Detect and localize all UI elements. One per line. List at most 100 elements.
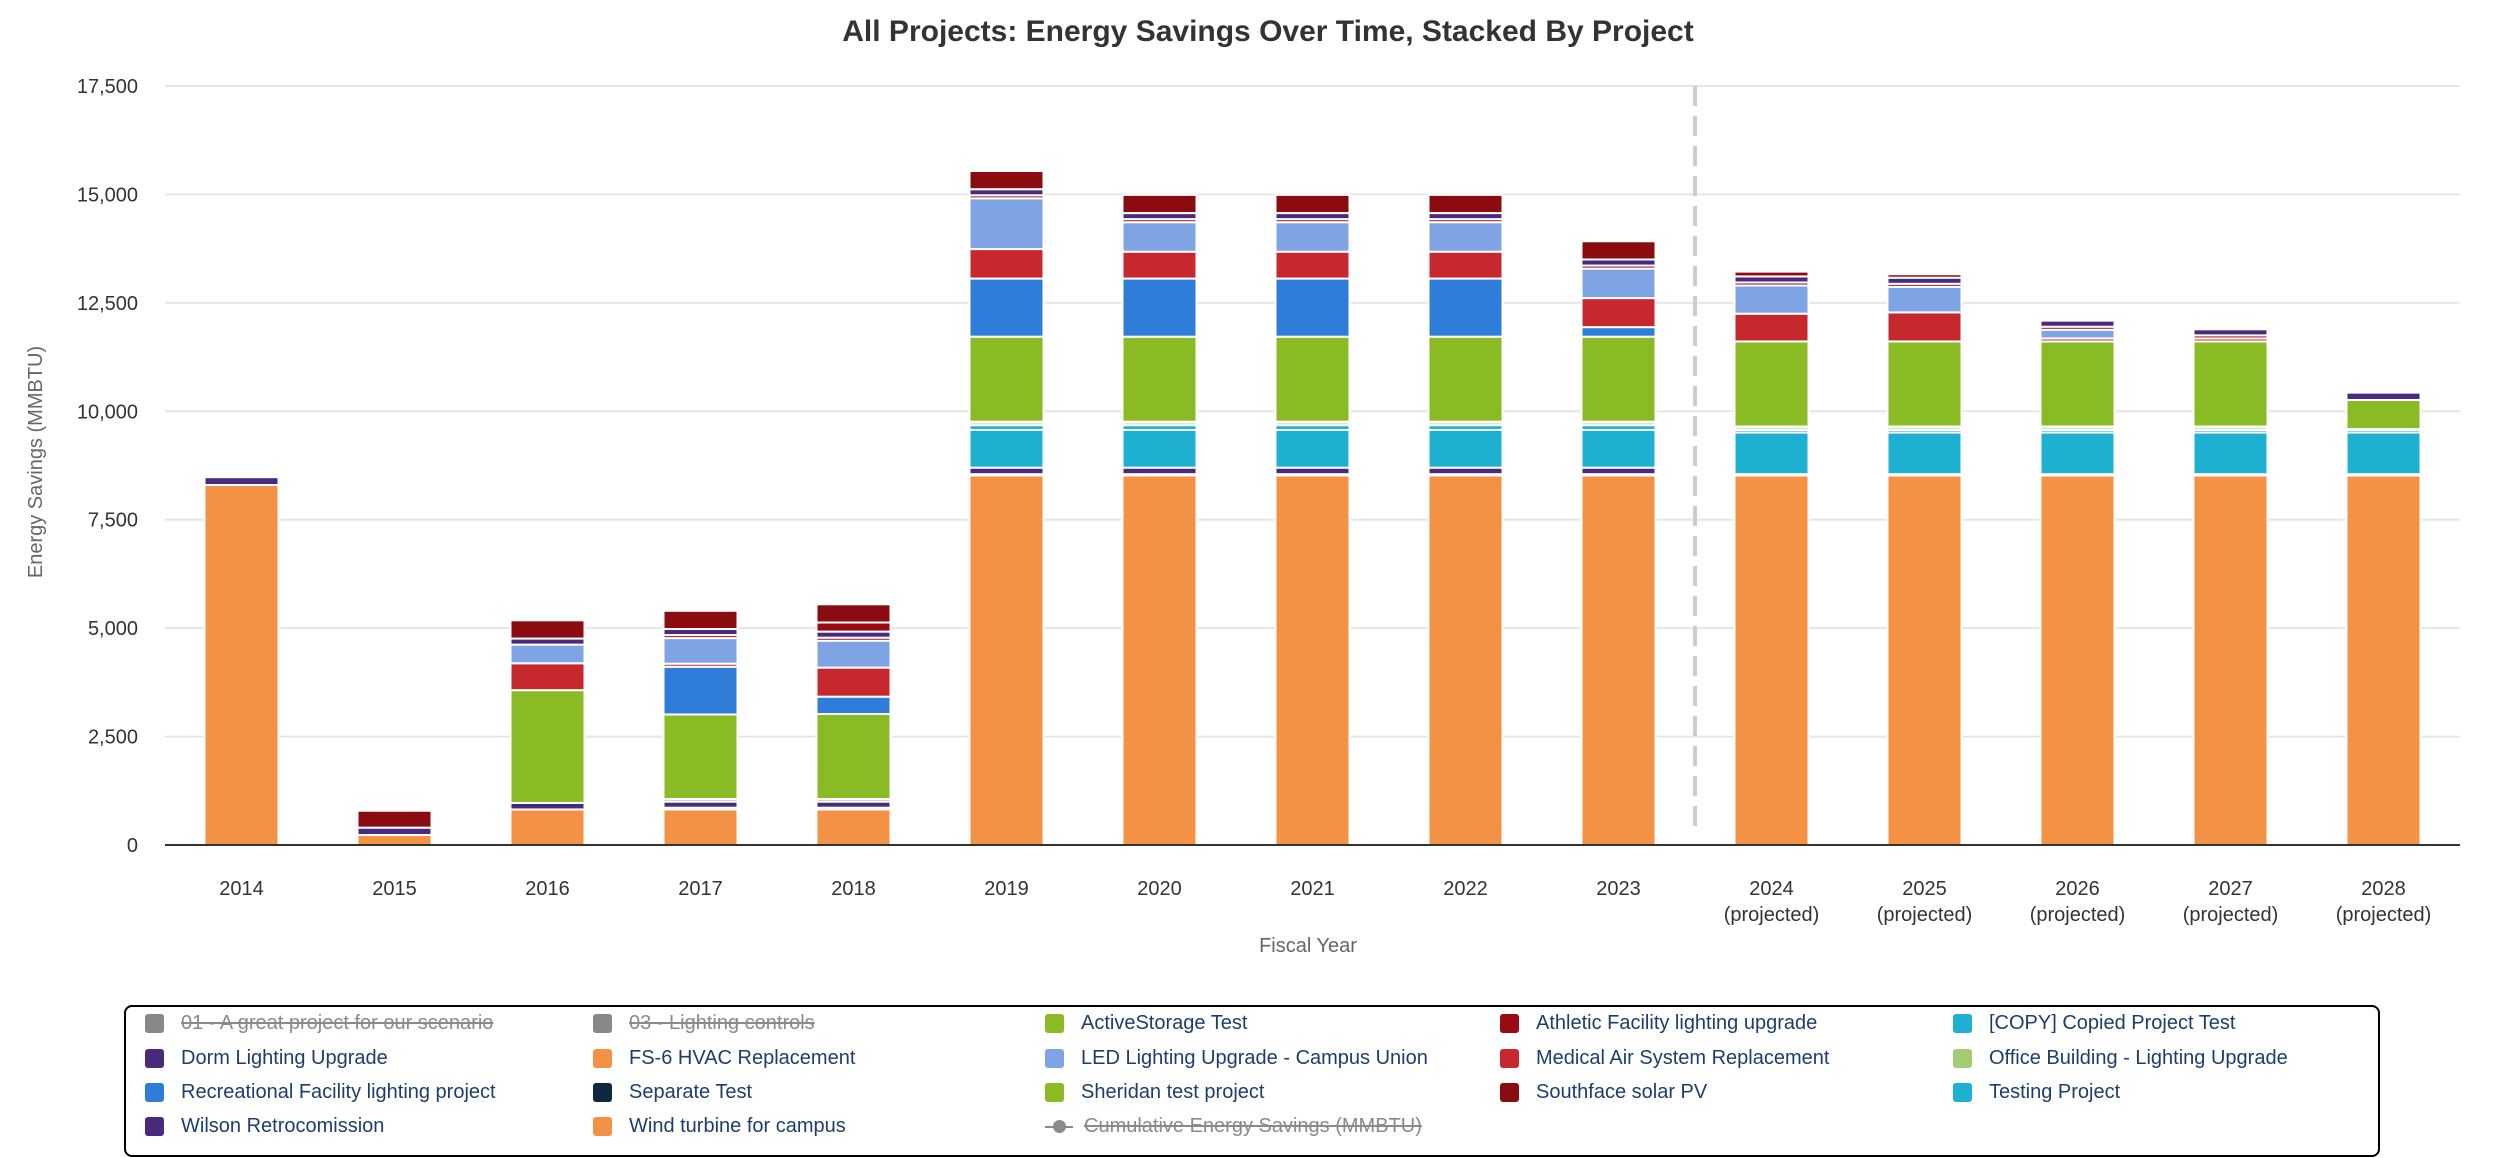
bar-segment[interactable] bbox=[1427, 193, 1504, 215]
bar-segment[interactable] bbox=[1580, 474, 1657, 846]
bar-segment[interactable] bbox=[1886, 431, 1963, 476]
bar-segment[interactable] bbox=[1427, 277, 1504, 338]
bar-segment[interactable] bbox=[356, 809, 433, 829]
bar-segment[interactable] bbox=[662, 637, 739, 665]
bar-segment[interactable] bbox=[1274, 193, 1351, 215]
bar-segment[interactable] bbox=[662, 808, 739, 846]
bar-segment[interactable] bbox=[1733, 474, 1810, 846]
bar-segment[interactable] bbox=[1427, 250, 1504, 280]
bar-segment[interactable] bbox=[815, 603, 892, 624]
bar-segment[interactable] bbox=[1274, 335, 1351, 423]
bar-segment[interactable] bbox=[1274, 250, 1351, 280]
bar-segment[interactable] bbox=[1121, 221, 1198, 253]
bar-segment[interactable] bbox=[1274, 428, 1351, 469]
bar-segment[interactable] bbox=[1427, 474, 1504, 846]
bar-segment[interactable] bbox=[2345, 399, 2422, 431]
bar-segment[interactable] bbox=[1580, 297, 1657, 329]
legend-item[interactable]: LED Lighting Upgrade - Campus Union bbox=[1045, 1043, 1428, 1073]
bar-segment[interactable] bbox=[815, 695, 892, 716]
bar-segment[interactable] bbox=[968, 335, 1045, 423]
bar-segment[interactable] bbox=[1274, 221, 1351, 253]
bar-segment[interactable] bbox=[968, 248, 1045, 280]
legend-item[interactable]: Medical Air System Replacement bbox=[1500, 1043, 1829, 1073]
bar-segment[interactable] bbox=[1886, 273, 1963, 279]
legend-item[interactable]: Wind turbine for campus bbox=[593, 1111, 846, 1141]
bar-segment[interactable] bbox=[968, 277, 1045, 338]
bar-segment[interactable] bbox=[1886, 340, 1963, 428]
bar-segment[interactable] bbox=[2039, 431, 2116, 476]
bar-segment[interactable] bbox=[1580, 267, 1657, 300]
bar-segment[interactable] bbox=[2039, 474, 2116, 846]
bar-segment[interactable] bbox=[815, 713, 892, 801]
legend-item[interactable]: Testing Project bbox=[1953, 1077, 2120, 1107]
bar-segment[interactable] bbox=[356, 834, 433, 847]
bar-segment[interactable] bbox=[2039, 340, 2116, 428]
legend-item[interactable]: 01 - A great project for our scenario bbox=[145, 1008, 493, 1038]
bar-segment[interactable] bbox=[815, 666, 892, 698]
bar-segment[interactable] bbox=[2192, 474, 2269, 846]
bar-segment[interactable] bbox=[1733, 284, 1810, 315]
bar-segment[interactable] bbox=[662, 609, 739, 631]
bar-segment[interactable] bbox=[1733, 270, 1810, 278]
legend-item[interactable]: Southface solar PV bbox=[1500, 1077, 1707, 1107]
bar-segment[interactable] bbox=[509, 662, 586, 692]
legend-item[interactable]: Sheridan test project bbox=[1045, 1077, 1264, 1107]
bar-segment[interactable] bbox=[1427, 221, 1504, 253]
bar-segment[interactable] bbox=[2345, 474, 2422, 846]
bar-segment[interactable] bbox=[1427, 335, 1504, 423]
bar-segment[interactable] bbox=[1427, 428, 1504, 469]
bar-segment[interactable] bbox=[2192, 328, 2269, 337]
bar-segment[interactable] bbox=[2345, 391, 2422, 402]
legend-item[interactable]: FS-6 HVAC Replacement bbox=[593, 1043, 855, 1073]
bar-segment[interactable] bbox=[968, 474, 1045, 846]
bar-segment[interactable] bbox=[1121, 428, 1198, 469]
legend-item[interactable]: Dorm Lighting Upgrade bbox=[145, 1043, 388, 1073]
bar-segment[interactable] bbox=[968, 170, 1045, 191]
bar-segment[interactable] bbox=[815, 639, 892, 669]
legend-item[interactable]: Separate Test bbox=[593, 1077, 752, 1107]
legend-item[interactable]: Office Building - Lighting Upgrade bbox=[1953, 1043, 2288, 1073]
bar-segment[interactable] bbox=[2192, 340, 2269, 428]
bar-segment[interactable] bbox=[662, 665, 739, 716]
bar-segment[interactable] bbox=[1580, 326, 1657, 338]
bar-segment[interactable] bbox=[509, 689, 586, 804]
bar-segment[interactable] bbox=[509, 808, 586, 846]
bar-segment[interactable] bbox=[1121, 193, 1198, 215]
legend-item[interactable]: Cumulative Energy Savings (MMBTU) bbox=[1045, 1111, 1422, 1141]
bar-segment[interactable] bbox=[2192, 431, 2269, 476]
bar-segment[interactable] bbox=[1886, 311, 1963, 343]
bar-segment[interactable] bbox=[1733, 431, 1810, 476]
bar-segment[interactable] bbox=[815, 621, 892, 633]
bar-segment[interactable] bbox=[203, 484, 280, 846]
legend-item[interactable]: Wilson Retrocomission bbox=[145, 1111, 384, 1141]
bar-segment[interactable] bbox=[356, 826, 433, 837]
bar-segment[interactable] bbox=[1121, 277, 1198, 338]
legend-item[interactable]: Recreational Facility lighting project bbox=[145, 1077, 496, 1107]
bar-segment[interactable] bbox=[968, 197, 1045, 251]
bar-segment[interactable] bbox=[1886, 285, 1963, 314]
bar-segment[interactable] bbox=[509, 619, 586, 640]
bar-segment[interactable] bbox=[968, 428, 1045, 469]
bar-segment[interactable] bbox=[1121, 335, 1198, 423]
bar-segment[interactable] bbox=[203, 476, 280, 487]
bar-segment[interactable] bbox=[1733, 312, 1810, 343]
bar-segment[interactable] bbox=[1886, 474, 1963, 846]
bar-segment[interactable] bbox=[662, 713, 739, 801]
bar-segment[interactable] bbox=[1274, 277, 1351, 338]
bar-segment[interactable] bbox=[1274, 474, 1351, 846]
legend-item[interactable]: ActiveStorage Test bbox=[1045, 1008, 1247, 1038]
bar-segment[interactable] bbox=[2039, 328, 2116, 340]
bar-segment[interactable] bbox=[1733, 340, 1810, 428]
bar-segment[interactable] bbox=[815, 808, 892, 846]
bar-segment[interactable] bbox=[1121, 250, 1198, 280]
bar-segment[interactable] bbox=[1580, 240, 1657, 261]
legend-item[interactable]: [COPY] Copied Project Test bbox=[1953, 1008, 2235, 1038]
bar-segment[interactable] bbox=[2039, 319, 2116, 328]
bar-segment[interactable] bbox=[509, 643, 586, 665]
bar-segment[interactable] bbox=[1121, 474, 1198, 846]
bar-segment[interactable] bbox=[1580, 428, 1657, 469]
legend-item[interactable]: Athletic Facility lighting upgrade bbox=[1500, 1008, 1817, 1038]
legend-item[interactable]: 03 - Lighting controls bbox=[593, 1008, 815, 1038]
bar-segment[interactable] bbox=[2345, 431, 2422, 476]
bar-segment[interactable] bbox=[1580, 335, 1657, 423]
